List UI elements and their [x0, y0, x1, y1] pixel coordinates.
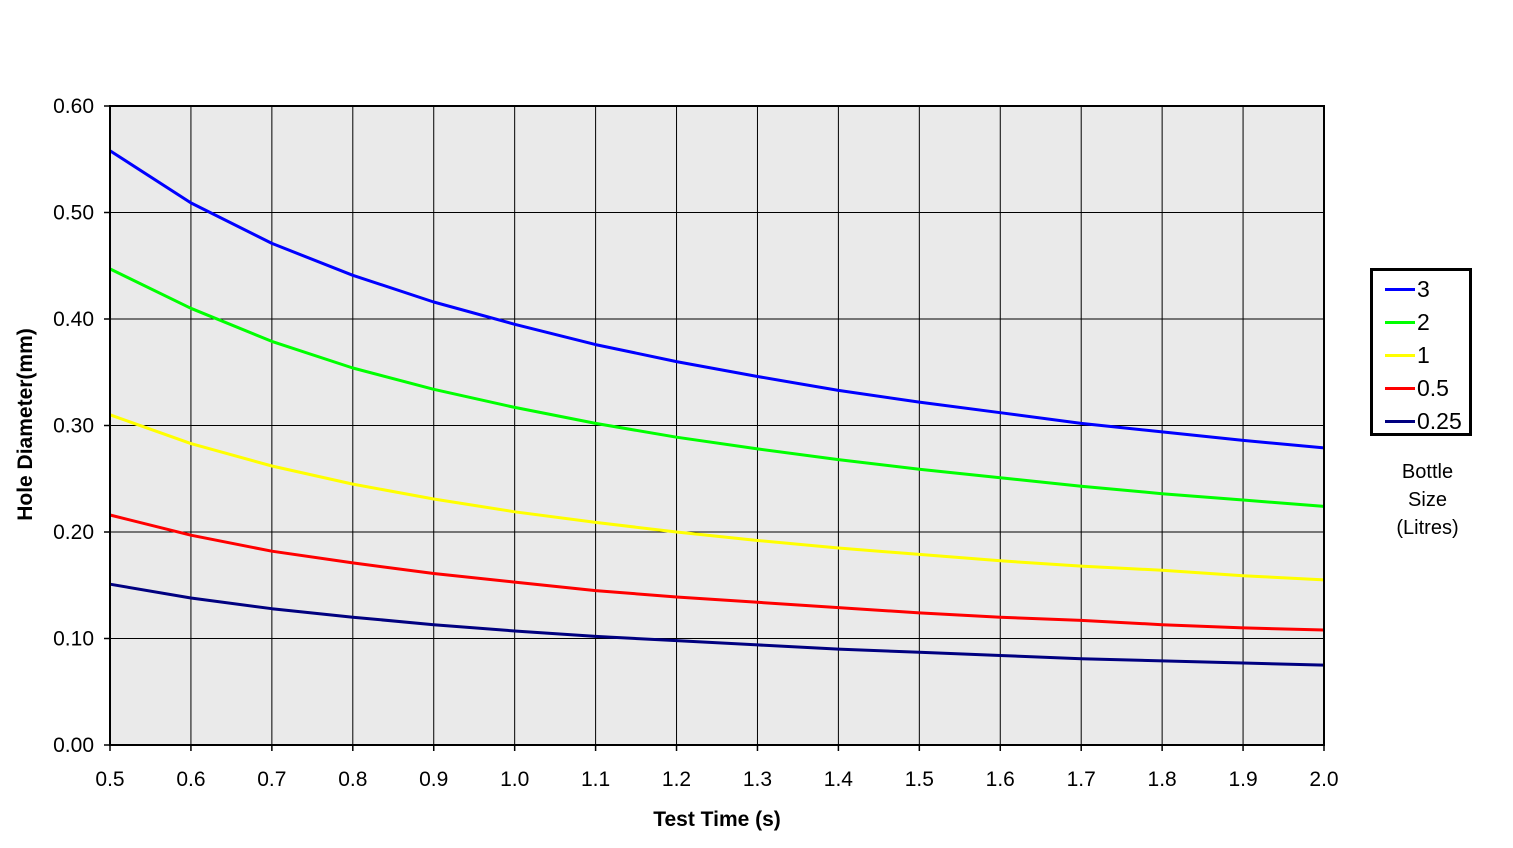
x-tick-label: 1.8 — [1148, 768, 1177, 791]
x-tick-label: 0.9 — [419, 768, 448, 791]
series-line-0.25 — [109, 582, 1325, 667]
legend: 3 2 1 0.5 0.25 — [1370, 268, 1472, 436]
x-tick-label: 0.8 — [338, 768, 367, 791]
x-axis-ticks: 0.5 0.6 0.7 0.8 0.9 1.0 1.1 1.2 1.3 1.4 1.5 1.6 1.7 1… — [95, 745, 1339, 791]
legend-swatch — [1385, 419, 1415, 423]
legend-title-line: Bottle — [1401, 461, 1454, 483]
x-tick-label: 1.3 — [743, 768, 772, 791]
legend-title-line: (Litres) — [1396, 517, 1459, 539]
x-tick-label: 0.6 — [176, 768, 205, 791]
y-tick-label: 0.40 — [53, 308, 94, 331]
legend-label: 1 — [1417, 341, 1430, 368]
legend-entry-0.5: 0.5 — [1385, 373, 1449, 403]
y-tick-label: 0.10 — [53, 628, 94, 651]
legend-label: 0.25 — [1417, 407, 1462, 434]
x-tick-label: 0.5 — [95, 768, 124, 791]
legend-swatch — [1385, 386, 1415, 390]
x-tick-label: 1.0 — [500, 768, 529, 791]
legend-label: 0.5 — [1417, 374, 1449, 401]
legend-title-line: Size — [1408, 489, 1447, 511]
x-tick-label: 1.5 — [905, 768, 934, 791]
y-tick-label: 0.30 — [53, 415, 94, 438]
x-tick-label: 1.4 — [824, 768, 854, 791]
legend-swatch — [1385, 287, 1415, 291]
series-line-0.5 — [109, 513, 1325, 632]
x-tick-label: 1.6 — [986, 768, 1015, 791]
y-tick-label: 0.50 — [53, 202, 94, 225]
legend-label: 3 — [1417, 275, 1430, 302]
x-tick-label: 1.2 — [662, 768, 691, 791]
series-line-1 — [109, 413, 1325, 582]
x-axis-title: Test Time (s) — [653, 808, 781, 831]
y-tick-label: 0.20 — [53, 521, 94, 544]
y-tick-label: 0.00 — [53, 734, 94, 757]
series-line-2 — [109, 267, 1325, 508]
legend-entry-3: 3 — [1385, 274, 1430, 304]
y-axis-title: Hole Diameter(mm) — [14, 328, 37, 521]
series-line-3 — [109, 149, 1325, 450]
legend-entry-1: 1 — [1385, 340, 1430, 370]
legend-entry-2: 2 — [1385, 307, 1430, 337]
legend-title: Bottle Size (Litres) — [1370, 458, 1485, 542]
series-lines — [109, 149, 1325, 667]
y-tick-label: 0.60 — [53, 95, 94, 118]
x-tick-label: 1.9 — [1228, 768, 1257, 791]
x-tick-label: 0.7 — [257, 768, 286, 791]
x-tick-label: 1.1 — [581, 768, 610, 791]
legend-entry-0.25: 0.25 — [1385, 406, 1462, 436]
x-tick-label: 2.0 — [1309, 768, 1338, 791]
legend-swatch — [1385, 353, 1415, 357]
y-axis-ticks: 0.00 0.10 0.20 0.30 0.40 0.50 0.60 — [53, 95, 110, 757]
x-tick-label: 1.7 — [1067, 768, 1096, 791]
gridlines — [109, 105, 1325, 746]
legend-swatch — [1385, 320, 1415, 324]
legend-label: 2 — [1417, 308, 1430, 335]
